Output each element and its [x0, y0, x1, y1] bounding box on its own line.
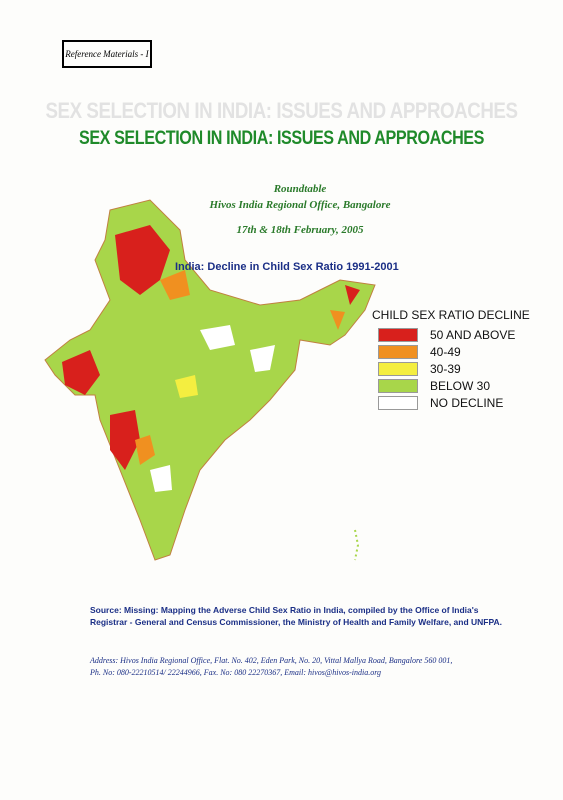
- legend-swatch: [378, 395, 418, 410]
- tag: Reference Materials - I: [62, 40, 152, 68]
- legend-swatch: [378, 361, 418, 376]
- address: Address: Hivos India Regional Office, Fl…: [90, 656, 453, 665]
- event: Roundtable: [273, 183, 327, 195]
- map-title: India: Decline in Child Sex Ratio 1991-2…: [175, 261, 399, 273]
- legend-item: NO DECLINE: [372, 394, 530, 411]
- contact: Ph. No: 080-22210514/ 22244966, Fax. No:…: [90, 668, 382, 677]
- legend-title: CHILD SEX RATIO DECLINE: [372, 308, 530, 322]
- legend-item: 50 AND ABOVE: [372, 326, 530, 343]
- legend-label: NO DECLINE: [430, 395, 504, 410]
- title: SEX SELECTION IN INDIA: ISSUES AND APPRO…: [78, 128, 485, 149]
- legend: CHILD SEX RATIO DECLINE 50 AND ABOVE 40-4…: [372, 308, 530, 411]
- venue: Hivos India Regional Office, Bangalore: [209, 199, 391, 211]
- india-map: [44, 199, 376, 561]
- legend-item: 30-39: [372, 360, 530, 377]
- legend-swatch: [378, 378, 418, 393]
- date: 17th & 18th February, 2005: [236, 224, 364, 236]
- legend-swatch: [378, 344, 418, 359]
- legend-label: 30-39: [430, 361, 461, 376]
- ghost-title: SEX SELECTION IN INDIA: ISSUES AND APPRO…: [45, 98, 518, 123]
- legend-item: BELOW 30: [372, 377, 530, 394]
- source: Source: Missing: Mapping the Adverse Chi…: [90, 605, 503, 627]
- legend-label: 40-49: [430, 344, 461, 359]
- legend-label: 50 AND ABOVE: [430, 327, 516, 342]
- legend-items: 50 AND ABOVE 40-49 30-39 BELOW 30 NO DECLINE: [372, 326, 530, 411]
- legend-swatch: [378, 327, 418, 342]
- legend-item: 40-49: [372, 343, 530, 360]
- legend-label: BELOW 30: [430, 378, 491, 393]
